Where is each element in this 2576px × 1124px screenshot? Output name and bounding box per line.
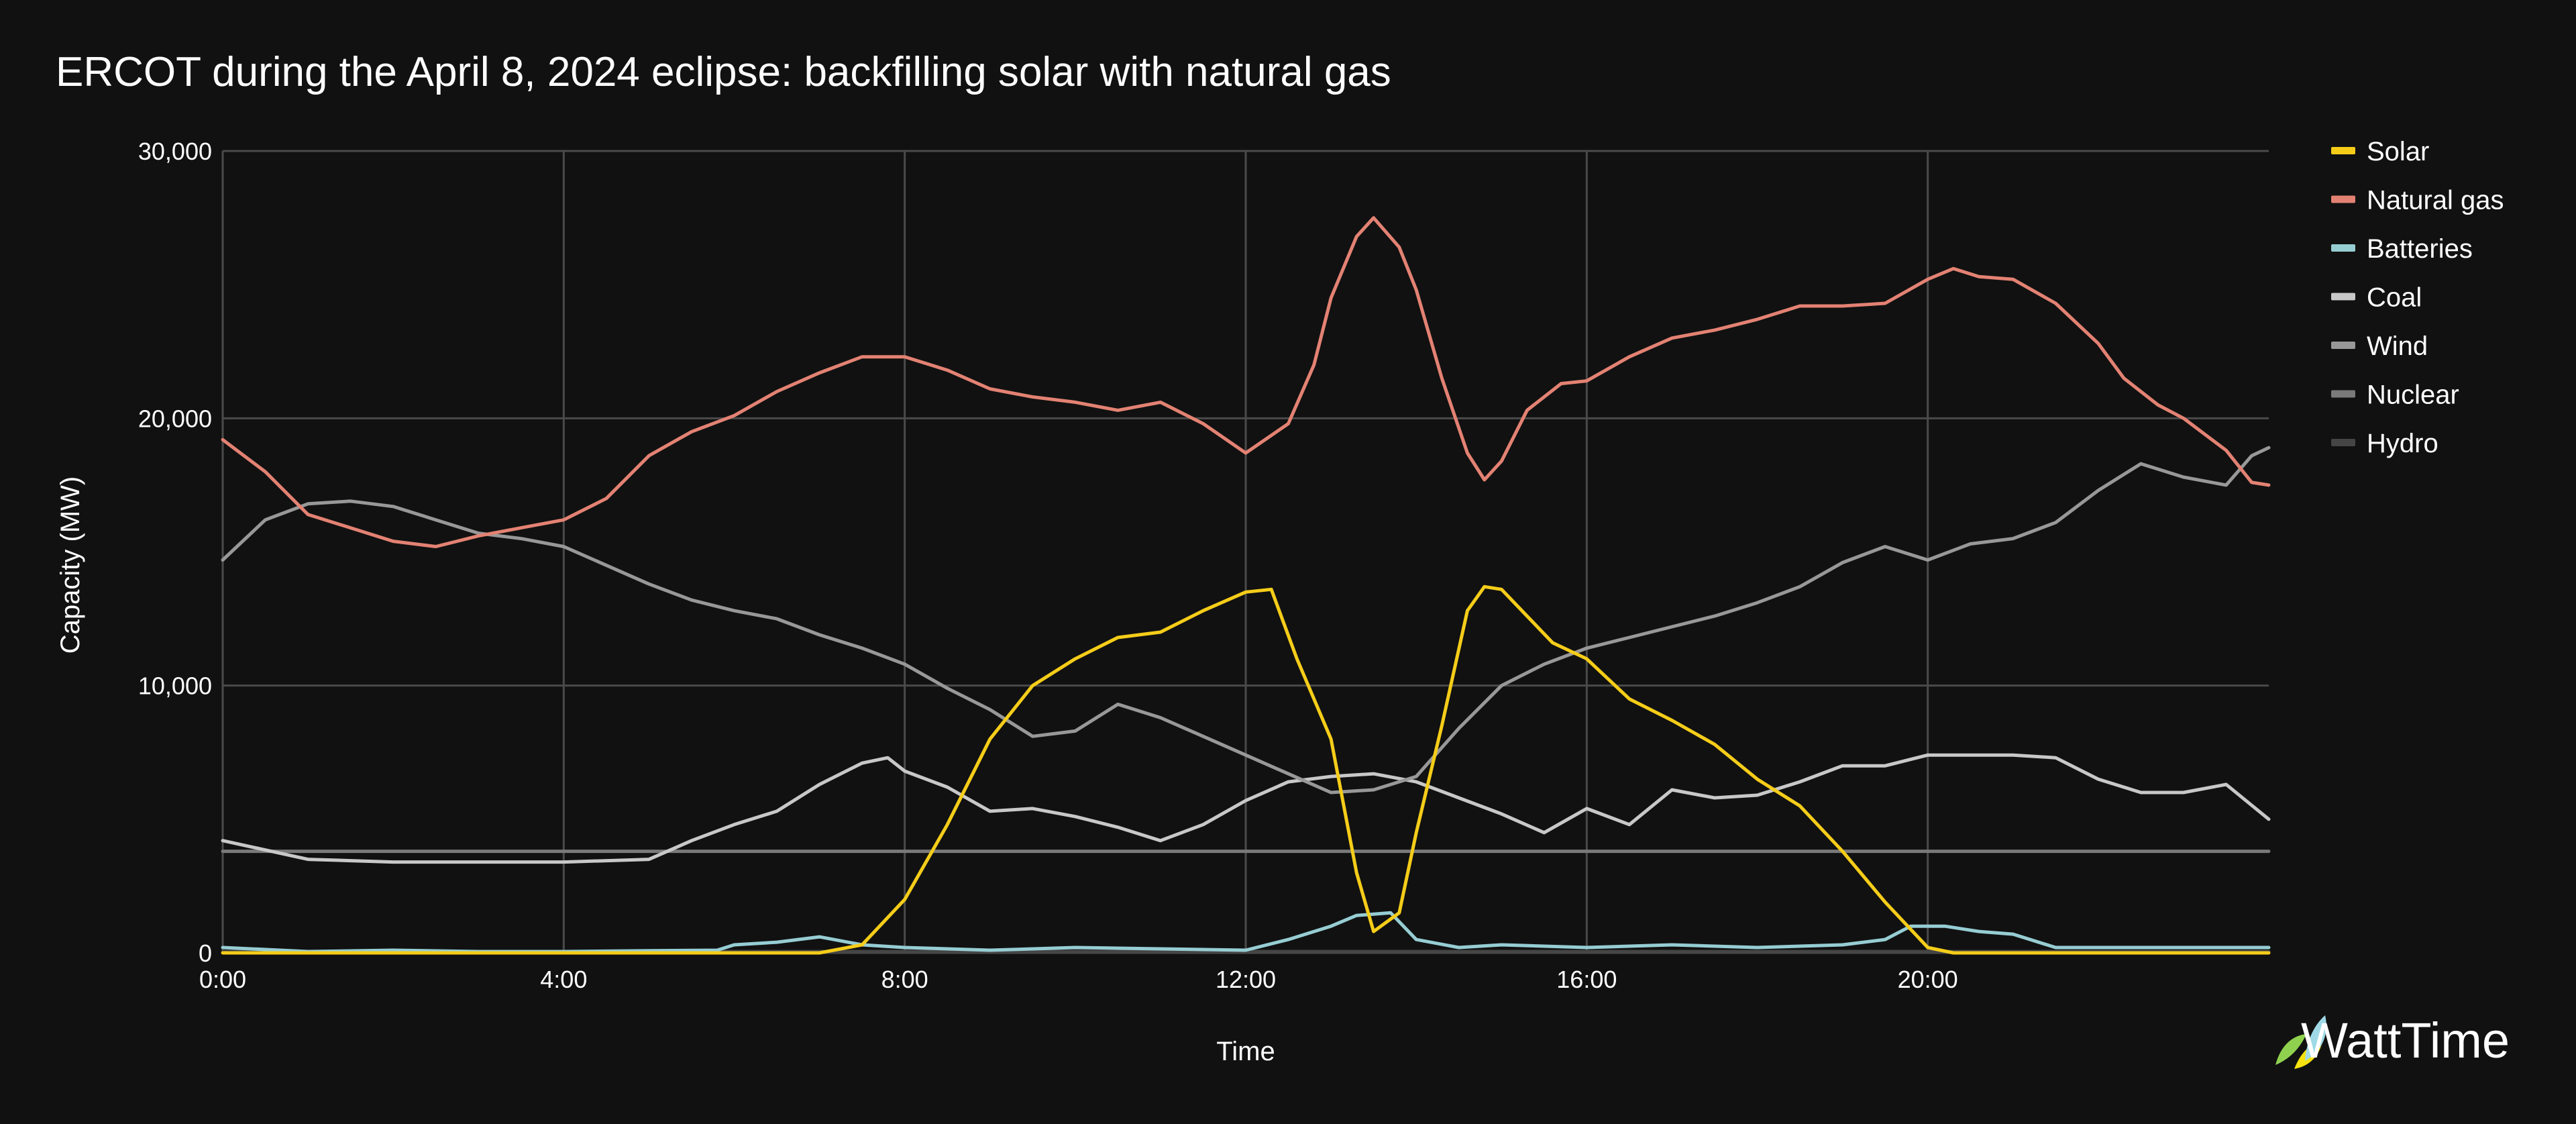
y-tick-label: 10,000 [138,672,212,700]
x-axis-ticks: 0:00 4:00 8:00 12:00 16:00 20:00 [199,966,1958,993]
legend-swatch [2331,439,2355,446]
legend-swatch [2331,244,2355,252]
watttime-logo-text: WattTime [2301,1013,2510,1068]
legend-swatch [2331,195,2355,203]
x-tick-label: 12:00 [1216,966,1276,993]
legend-swatch [2331,147,2355,154]
legend: Solar Natural gas Batteries Coal Wind Nuclear… [2331,137,2504,458]
legend-swatch [2331,342,2355,349]
x-tick-label: 4:00 [540,966,587,993]
legend-item: Solar [2331,137,2429,166]
series-line-batteries [221,911,2271,954]
legend-item: Wind [2331,331,2428,361]
series-lines [221,216,2271,955]
x-tick-label: 8:00 [881,966,928,993]
series-line-wind [221,446,2271,795]
legend-label: Nuclear [2367,380,2459,410]
legend-item: Batteries [2331,234,2473,264]
x-axis-title: Time [1216,1037,1275,1066]
y-axis-ticks: 0 10,000 20,000 30,000 [138,138,212,967]
chart-title: ERCOT during the April 8, 2024 eclipse: … [56,49,1391,95]
series-line-natural-gas [221,216,2271,548]
legend-item: Nuclear [2331,380,2459,410]
legend-item: Hydro [2331,429,2438,458]
y-tick-label: 30,000 [138,138,212,165]
series-line-solar [221,584,2271,955]
y-tick-label: 20,000 [138,405,212,432]
legend-swatch [2331,390,2355,398]
x-tick-label: 20:00 [1898,966,1958,993]
legend-item: Natural gas [2331,186,2504,215]
legend-label: Wind [2367,331,2428,361]
y-axis-title: Capacity (MW) [56,476,85,654]
series-line-coal [221,753,2271,864]
legend-label: Solar [2367,137,2429,166]
legend-label: Batteries [2367,234,2473,264]
y-tick-label: 0 [199,939,212,967]
watttime-leaf-icon [2275,1015,2326,1069]
x-tick-label: 16:00 [1556,966,1617,993]
legend-label: Coal [2367,283,2422,313]
legend-swatch [2331,293,2355,301]
legend-label: Natural gas [2367,186,2504,215]
legend-label: Hydro [2367,429,2438,458]
x-tick-label: 0:00 [199,966,246,993]
legend-item: Coal [2331,283,2422,313]
